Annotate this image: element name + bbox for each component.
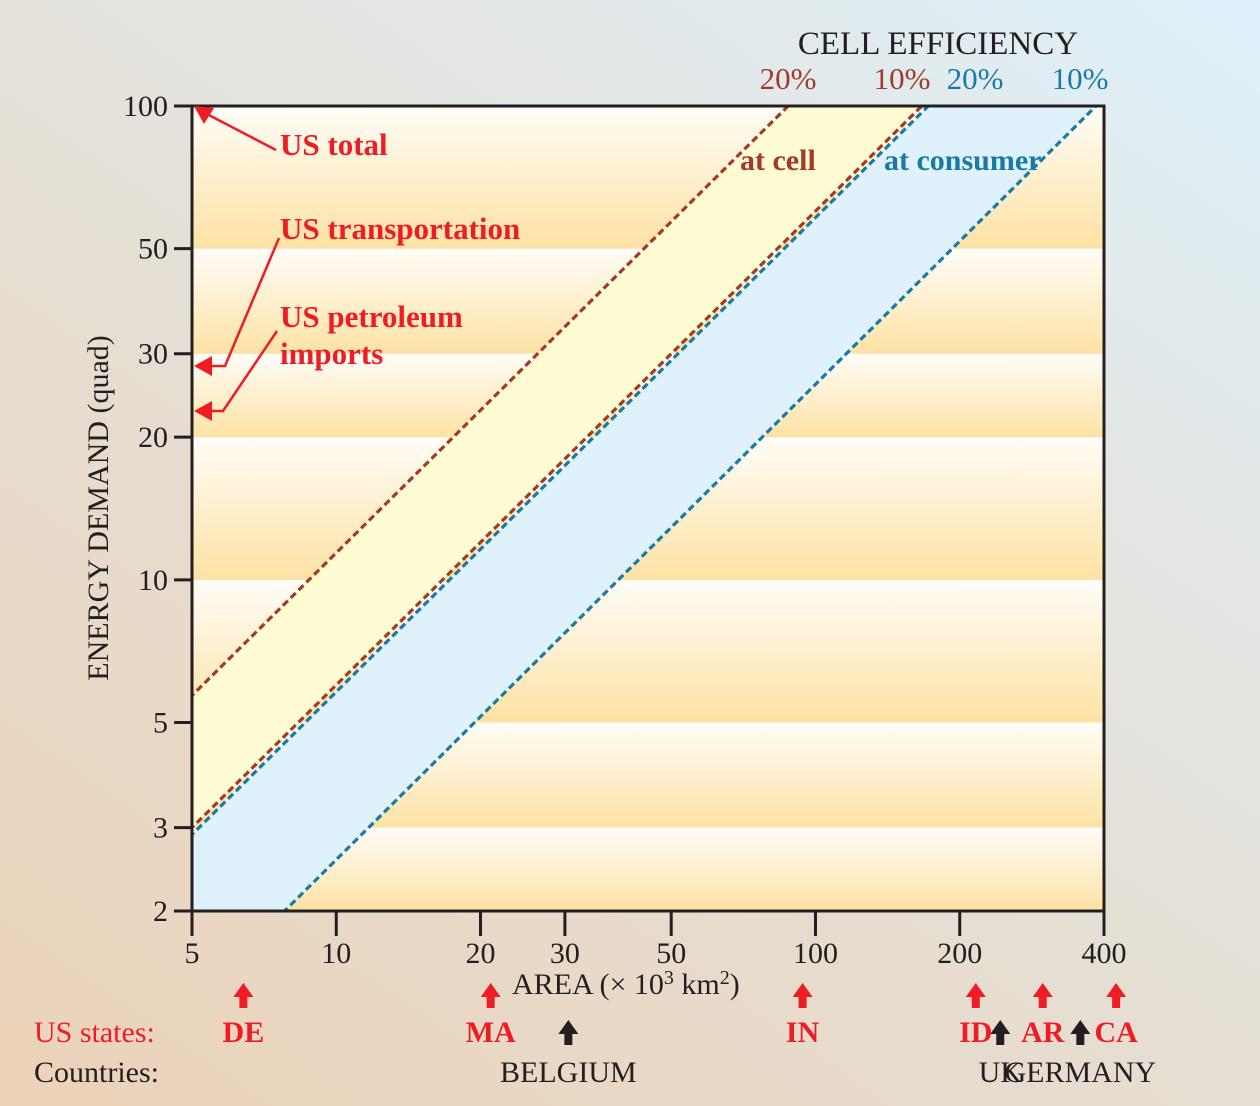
series-line-at-cell-20%: [192, 106, 791, 698]
x-axis-label-unit: km: [674, 968, 720, 1001]
plot-frame: [190, 104, 1106, 913]
series-line-at-cell-10%: [192, 106, 925, 830]
arrowhead-icon: [194, 401, 212, 421]
up-arrow-icon: [1032, 983, 1053, 1008]
up-arrow-icon: [233, 983, 254, 1008]
region-label-at-consumer: at consumer: [884, 144, 1041, 177]
x-tick-label: 200: [937, 937, 982, 970]
x-tick-label: 10: [321, 937, 351, 970]
y-tick-label: 50: [138, 233, 168, 266]
series-line-at-consumer-20%: [192, 106, 931, 837]
y-tick-label: 30: [138, 338, 168, 371]
x-axis-label-sup: 3: [664, 967, 674, 989]
us-state-marker-in: IN: [786, 1016, 820, 1049]
y-tick-label: 10: [138, 564, 168, 597]
x-tick-label: 100: [793, 937, 838, 970]
up-arrow-icon: [480, 983, 501, 1008]
country-marker-germany: GERMANY: [1004, 1056, 1156, 1089]
up-arrow-icon: [1106, 983, 1127, 1008]
series-lines: [192, 106, 1099, 911]
us-state-marker-ca: CA: [1094, 1016, 1138, 1049]
series-line-at-consumer-10%: [282, 106, 1099, 911]
x-tick-label: 50: [656, 937, 686, 970]
up-arrow-icon: [990, 1020, 1011, 1045]
efficiency-label-consumer-20: 20%: [947, 61, 1004, 96]
y-axis-label: ENERGY DEMAND (quad): [82, 335, 115, 681]
y-tick-label: 3: [153, 812, 168, 845]
x-axis-label-sup2: 2: [720, 967, 730, 989]
countries-label: Countries:: [34, 1056, 159, 1089]
x-tick-label: 5: [185, 937, 200, 970]
us-state-marker-ma: MA: [466, 1016, 516, 1049]
y-tick-label: 2: [153, 895, 168, 928]
efficiency-label-cell-20: 20%: [760, 61, 817, 96]
efficiency-header: CELL EFFICIENCY: [798, 26, 1078, 62]
annotation-label: US petroleum: [280, 299, 463, 334]
up-arrow-icon: [558, 1020, 579, 1045]
us-states-label: US states:: [34, 1016, 155, 1049]
y-tick-label: 5: [153, 706, 168, 739]
us-state-marker-de: DE: [223, 1016, 265, 1049]
up-arrow-icon: [1070, 1020, 1091, 1045]
annotation-leader-line: [206, 237, 281, 368]
fill-at-consumer-band: [192, 106, 1097, 911]
up-arrow-icon: [965, 983, 986, 1008]
efficiency-label-cell-10: 10%: [874, 61, 931, 96]
annotation-leader-line: [204, 111, 277, 152]
annotation-label: US transportation: [280, 211, 520, 246]
x-axis-label: AREA (× 103 km2): [512, 967, 740, 1001]
arrowhead-icon: [194, 356, 212, 376]
arrowhead-icon: [194, 106, 214, 124]
us-state-marker-id: ID: [959, 1016, 992, 1049]
x-tick-label: 400: [1082, 937, 1127, 970]
annotation-us-petroleum-imports: US petroleum imports: [194, 299, 463, 421]
annotation-us-total: US total: [194, 106, 388, 162]
country-marker-uk: UK: [979, 1056, 1023, 1089]
y-tick-label: 20: [138, 421, 168, 454]
x-axis-label-main: AREA (× 10: [512, 968, 664, 1001]
annotation-label-line2: imports: [280, 336, 383, 371]
efficiency-label-consumer-10: 10%: [1052, 61, 1109, 96]
x-tick-label: 30: [550, 937, 580, 970]
x-axis-label-end: ): [730, 968, 740, 1001]
x-tick-label: 20: [466, 937, 496, 970]
annotation-label: US total: [280, 127, 388, 162]
region-label-at-cell: at cell: [740, 144, 816, 177]
y-tick-label: 100: [123, 90, 168, 123]
annotation-us-transportation: US transportation: [194, 211, 520, 376]
up-arrow-icon: [792, 983, 813, 1008]
x-axis: 5 10 20 30 50 100 200 400: [185, 911, 1127, 970]
us-state-marker-ar: AR: [1021, 1016, 1065, 1049]
y-axis: 2 3 5 10 20 30 50 100: [123, 90, 192, 928]
country-marker-belgium: BELGIUM: [500, 1056, 637, 1089]
